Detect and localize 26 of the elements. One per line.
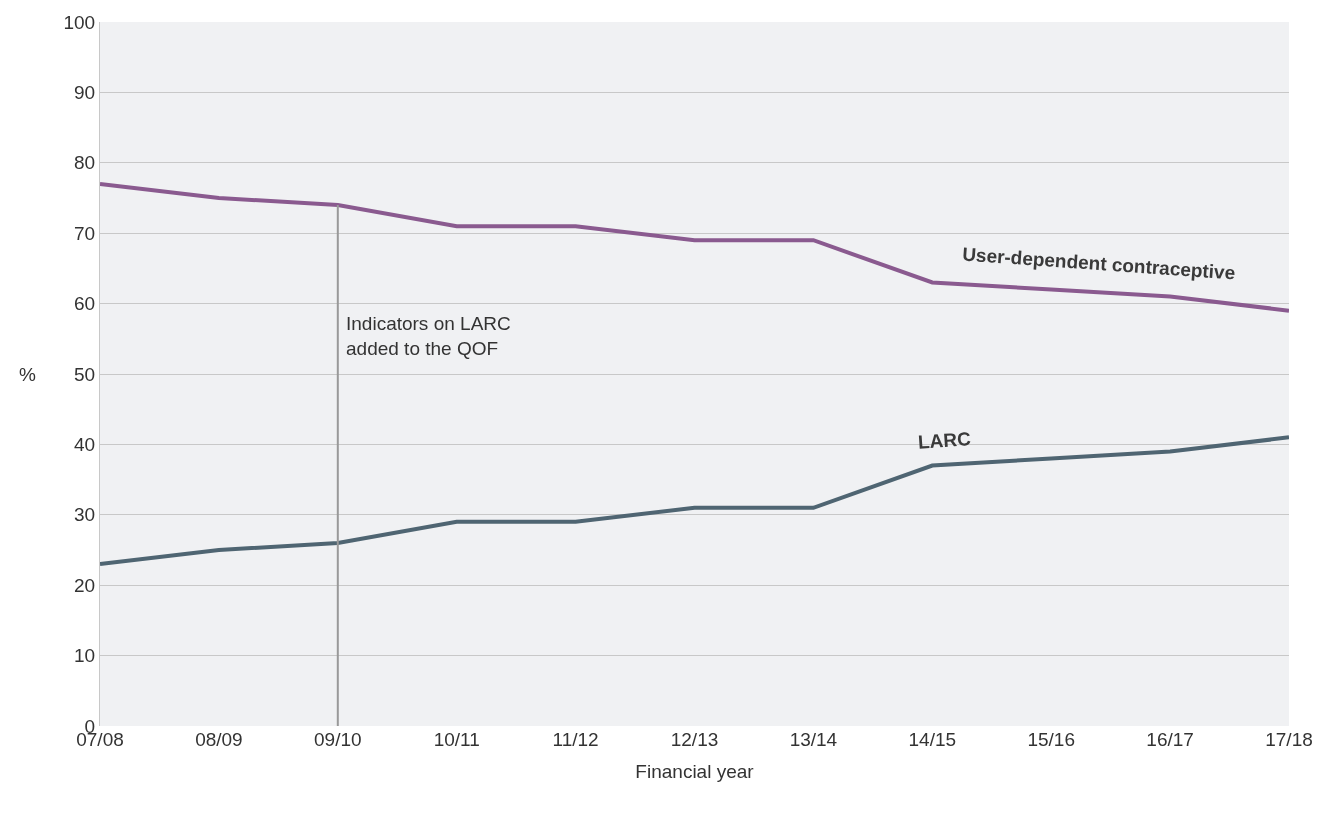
- y-tick-label: 10: [74, 645, 96, 667]
- y-tick-label: 30: [74, 504, 96, 526]
- y-tick-label: 40: [74, 434, 96, 456]
- y-tick-label: 100: [63, 11, 96, 33]
- x-tick-label: 13/14: [789, 729, 838, 750]
- series-label: User-dependent contraceptive: [961, 243, 1236, 284]
- x-tick-label: 09/10: [314, 729, 362, 750]
- x-axis-title: Financial year: [635, 760, 755, 782]
- y-axis-title: %: [19, 364, 36, 385]
- y-tick-label: 20: [74, 574, 96, 596]
- line-series: [100, 181, 1289, 313]
- series-label: LARC: [917, 428, 972, 453]
- x-tick-label: 10/11: [433, 729, 480, 750]
- y-tick-label: 90: [74, 82, 96, 104]
- x-tick-label: 14/15: [908, 729, 957, 750]
- y-tick-label: 70: [74, 222, 96, 244]
- x-tick-label: 16/17: [1146, 729, 1194, 750]
- x-tick-label: 15/16: [1027, 729, 1075, 750]
- y-tick-label: 80: [74, 152, 96, 174]
- x-tick-label: 08/09: [195, 729, 243, 750]
- x-tick-label: 11/12: [552, 729, 599, 750]
- y-tick-label: 50: [74, 363, 96, 385]
- x-tick-label: 17/18: [1265, 729, 1313, 750]
- y-tick-label: 60: [74, 293, 96, 315]
- ref-line-label: Indicators on LARC added to the QOF: [346, 313, 511, 359]
- x-tick-label: 12/13: [670, 729, 719, 750]
